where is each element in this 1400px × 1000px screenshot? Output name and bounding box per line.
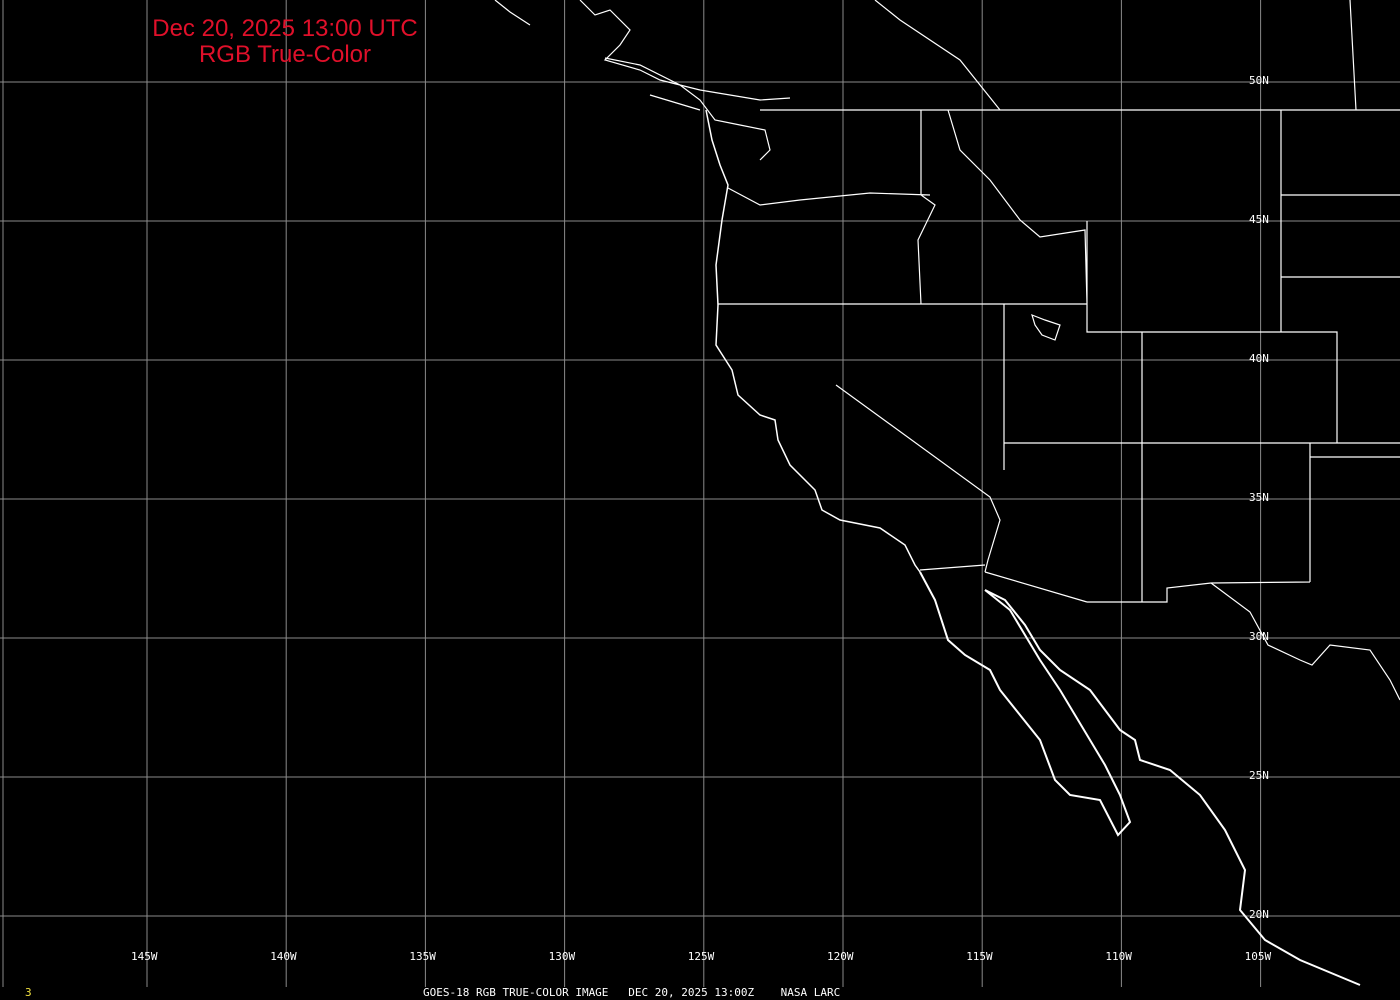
west-coast (705, 109, 921, 573)
canada-interior (874, 0, 1001, 111)
longitude-label: 135W (409, 950, 436, 963)
longitude-label: 140W (270, 950, 297, 963)
latitude-label: 50N (1249, 74, 1269, 87)
title-product: RGB True-Color (198, 41, 372, 68)
state-borders (718, 109, 1400, 603)
title-timestamp: Dec 20, 2025 13:00 UTC (152, 15, 418, 42)
longitude-label: 125W (687, 950, 715, 963)
great-salt-lake (1031, 314, 1061, 341)
latitude-label: 40N (1249, 352, 1269, 365)
canada-coast (494, 0, 791, 161)
coastlines-and-borders (494, 0, 1400, 986)
latitude-label: 20N (1249, 908, 1269, 921)
longitude-label: 130W (548, 950, 576, 963)
latitude-label: 45N (1249, 213, 1269, 226)
longitude-label: 110W (1105, 950, 1132, 963)
us-canada-border (760, 0, 1400, 111)
image-caption: GOES-18 RGB TRUE-COLOR IMAGE DEC 20, 202… (423, 986, 841, 999)
longitude-label: 115W (966, 950, 993, 963)
mexico-mainland-coast (984, 589, 1361, 986)
latitude-label: 25N (1249, 769, 1269, 782)
longitude-label: 120W (827, 950, 854, 963)
longitude-label: 105W (1244, 950, 1272, 963)
latitude-label: 35N (1249, 491, 1269, 504)
gulf-coast (1210, 582, 1400, 701)
frame-number: 3 (25, 986, 32, 999)
latitude-label: 30N (1249, 630, 1269, 643)
baja-california (919, 571, 1132, 837)
longitude-label: 145W (131, 950, 158, 963)
